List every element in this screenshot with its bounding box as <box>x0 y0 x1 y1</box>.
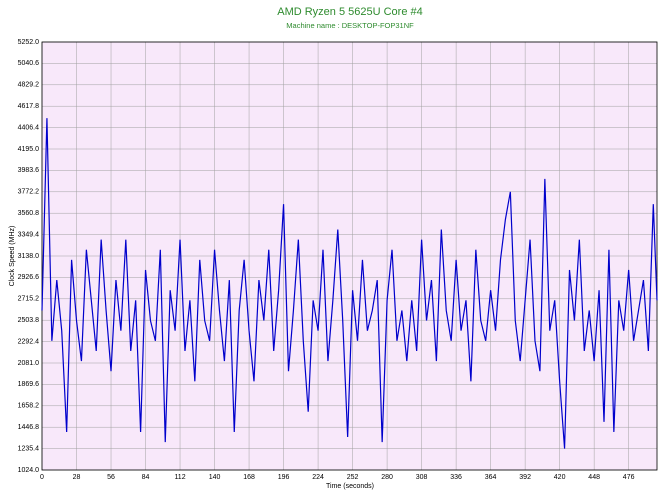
y-tick-label: 3138.0 <box>18 253 40 260</box>
x-tick-label: 448 <box>588 474 600 481</box>
y-tick-label: 1024.0 <box>18 467 40 474</box>
x-tick-label: 112 <box>174 474 185 481</box>
plot-border <box>41 41 658 471</box>
y-tick-label: 3772.2 <box>18 189 40 196</box>
y-axis-label: Clock Speed (MHz) <box>9 226 16 287</box>
x-tick-label: 420 <box>554 474 566 481</box>
y-tick-label: 2926.6 <box>18 274 40 281</box>
x-tick-label: 476 <box>623 474 635 481</box>
y-tick-label: 4829.2 <box>18 82 40 89</box>
x-tick-label: 168 <box>243 474 255 481</box>
x-tick-label: 56 <box>107 474 115 481</box>
y-tick-label: 4617.8 <box>18 103 40 110</box>
y-tick-label: 1869.6 <box>18 381 40 388</box>
y-tick-label: 5040.6 <box>18 60 40 67</box>
y-tick-label: 5252.0 <box>18 39 40 46</box>
y-tick-label: 3349.4 <box>18 231 40 238</box>
y-tick-label: 1658.2 <box>18 403 40 410</box>
x-tick-label: 392 <box>519 474 531 481</box>
y-tick-label: 2292.4 <box>18 338 40 345</box>
y-tick-label: 4195.0 <box>18 146 40 153</box>
x-tick-label: 0 <box>40 474 44 481</box>
x-tick-label: 252 <box>347 474 359 481</box>
y-tick-label: 2081.0 <box>18 360 40 367</box>
y-tick-label: 1235.4 <box>18 445 40 452</box>
y-tick-label: 2715.2 <box>18 296 40 303</box>
y-tick-label: 1446.8 <box>18 424 40 431</box>
x-tick-label: 196 <box>278 474 290 481</box>
y-tick-label: 3983.6 <box>18 167 40 174</box>
y-tick-label: 4406.4 <box>18 124 40 131</box>
x-tick-label: 308 <box>416 474 428 481</box>
x-tick-label: 364 <box>485 474 497 481</box>
chart-title: AMD Ryzen 5 5625U Core #4 <box>277 6 423 18</box>
x-axis-label: Time (seconds) <box>326 483 374 490</box>
data-line <box>41 118 658 449</box>
chart-subtitle: Machine name : DESKTOP-FOP31NF <box>286 21 414 30</box>
x-tick-label: 84 <box>142 474 150 481</box>
x-tick-label: 28 <box>73 474 81 481</box>
x-tick-label: 336 <box>450 474 462 481</box>
x-tick-label: 280 <box>381 474 393 481</box>
y-tick-label: 2503.8 <box>18 317 40 324</box>
x-tick-label: 224 <box>312 474 324 481</box>
x-tick-label: 140 <box>209 474 221 481</box>
y-tick-label: 3560.8 <box>18 210 40 217</box>
